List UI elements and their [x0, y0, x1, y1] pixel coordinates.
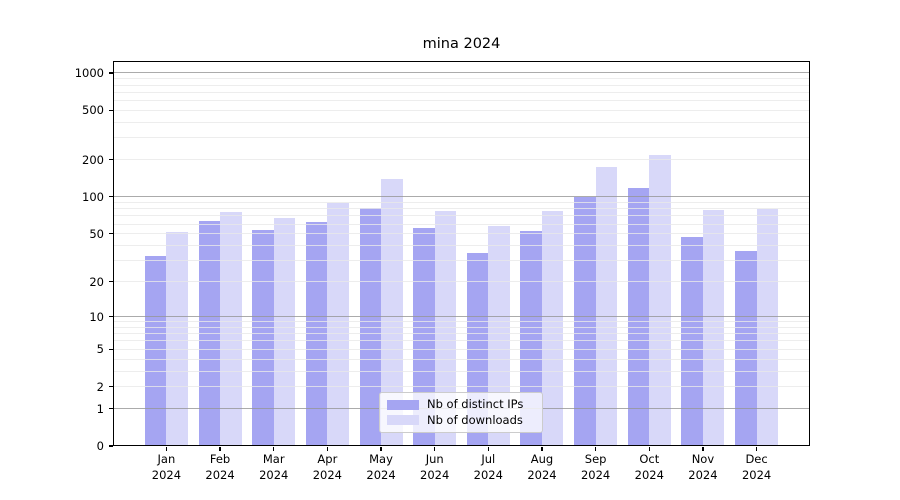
y-tick-label: 50	[89, 226, 104, 241]
x-tick-mark	[165, 446, 167, 451]
bar-distinct-ips-sep	[574, 196, 596, 445]
x-tick-label: Sep 2024	[580, 452, 611, 482]
gridline-minor	[114, 321, 809, 323]
y-tick-mark	[108, 445, 113, 447]
gridline-major	[114, 316, 809, 318]
y-tick-label: 0	[96, 439, 104, 453]
y-tick-mark	[108, 196, 113, 198]
x-tick-label: Nov 2024	[688, 452, 718, 482]
x-tick-mark	[380, 446, 382, 451]
gridline-minor	[114, 260, 809, 262]
y-tick-label: 1	[96, 401, 104, 416]
bar-downloads-feb	[220, 212, 242, 445]
x-tick-mark	[702, 446, 704, 451]
gridline-minor	[114, 78, 809, 80]
x-tick-mark	[648, 446, 650, 451]
x-tick-mark	[326, 446, 328, 451]
bar-distinct-ips-dec	[735, 251, 757, 445]
gridline-minor	[114, 233, 809, 235]
y-tick-mark	[108, 407, 113, 410]
legend: Nb of distinct IPs Nb of downloads	[379, 392, 543, 433]
x-tick-mark	[219, 446, 221, 451]
gridline-minor	[114, 100, 809, 102]
gridline-minor	[114, 245, 809, 246]
bar-distinct-ips-aug	[520, 230, 542, 445]
x-tick-mark	[487, 446, 489, 451]
gridline-minor	[114, 281, 809, 283]
gridline-minor	[114, 137, 809, 139]
y-tick-label: 2	[96, 379, 104, 394]
x-tick-label: Aug 2024	[527, 452, 557, 482]
x-tick-label: Jul 2024	[473, 452, 503, 482]
x-tick-label: Apr 2024	[312, 452, 342, 482]
gridline-minor	[114, 340, 809, 342]
y-tick-label: 1000	[74, 65, 104, 80]
y-tick-mark	[108, 233, 113, 235]
gridline-minor	[114, 159, 809, 161]
gridline-minor	[114, 91, 809, 93]
bar-downloads-aug	[541, 211, 564, 445]
x-tick-mark	[434, 446, 436, 451]
x-tick-mark	[756, 446, 758, 451]
x-tick-mark	[595, 446, 597, 451]
gridline-minor	[114, 348, 809, 350]
legend-swatch-downloads	[387, 415, 419, 426]
legend-swatch-distinct-ips	[387, 399, 419, 410]
gridline-minor	[114, 201, 809, 203]
y-tick-mark	[108, 386, 113, 388]
gridline-minor	[114, 109, 809, 111]
bar-downloads-dec	[756, 208, 779, 445]
y-tick-mark	[108, 159, 113, 161]
gridline-major	[114, 72, 809, 74]
y-tick-mark	[108, 109, 113, 111]
gridline-minor	[114, 370, 809, 372]
gridline-minor	[114, 121, 809, 123]
gridline-major	[114, 196, 809, 198]
x-tick-label: May 2024	[366, 452, 396, 482]
x-tick-label: Jan 2024	[151, 452, 182, 482]
x-tick-label: Oct 2024	[634, 452, 664, 482]
gridline-minor	[114, 215, 809, 217]
bar-downloads-sep	[595, 166, 618, 445]
y-tick-label: 100	[82, 189, 104, 204]
y-tick-label: 500	[82, 103, 104, 118]
chart-title: mina 2024	[422, 36, 501, 52]
y-tick-label: 20	[89, 274, 104, 289]
gridline-minor	[114, 84, 809, 86]
x-tick-label: Dec 2024	[741, 452, 772, 482]
gridline-minor	[114, 358, 809, 360]
bar-downloads-oct	[649, 154, 671, 445]
gridline-minor	[114, 386, 809, 388]
legend-label-downloads: Nb of downloads	[427, 412, 523, 427]
y-tick-mark	[108, 315, 113, 318]
gridline-minor	[114, 208, 809, 210]
bar-distinct-ips-feb	[198, 221, 221, 445]
bar-downloads-apr	[327, 203, 349, 445]
x-tick-label: Jun 2024	[420, 452, 450, 482]
x-tick-mark	[541, 446, 543, 451]
bar-distinct-ips-mar	[252, 229, 274, 445]
legend-item-distinct-ips: Nb of distinct IPs	[386, 398, 536, 411]
legend-item-downloads: Nb of downloads	[386, 412, 536, 427]
x-tick-label: Feb 2024	[205, 452, 235, 482]
gridline-minor	[114, 326, 809, 328]
y-tick-label: 200	[82, 152, 104, 167]
gridline-minor	[114, 223, 809, 225]
x-tick-mark	[273, 446, 275, 451]
y-tick-label: 5	[96, 342, 104, 357]
bar-downloads-jan	[166, 231, 188, 445]
bar-downloads-mar	[273, 218, 296, 445]
bar-distinct-ips-may	[359, 208, 382, 445]
y-tick-label: 10	[89, 309, 104, 324]
gridline-minor	[114, 333, 809, 335]
y-tick-mark	[108, 348, 113, 350]
y-tick-mark	[108, 72, 113, 74]
bar-distinct-ips-jan	[144, 255, 167, 445]
legend-label-distinct-ips: Nb of distinct IPs	[427, 397, 524, 412]
y-tick-mark	[108, 281, 113, 283]
bar-downloads-jul	[488, 225, 510, 445]
x-tick-label: Mar 2024	[259, 452, 289, 482]
